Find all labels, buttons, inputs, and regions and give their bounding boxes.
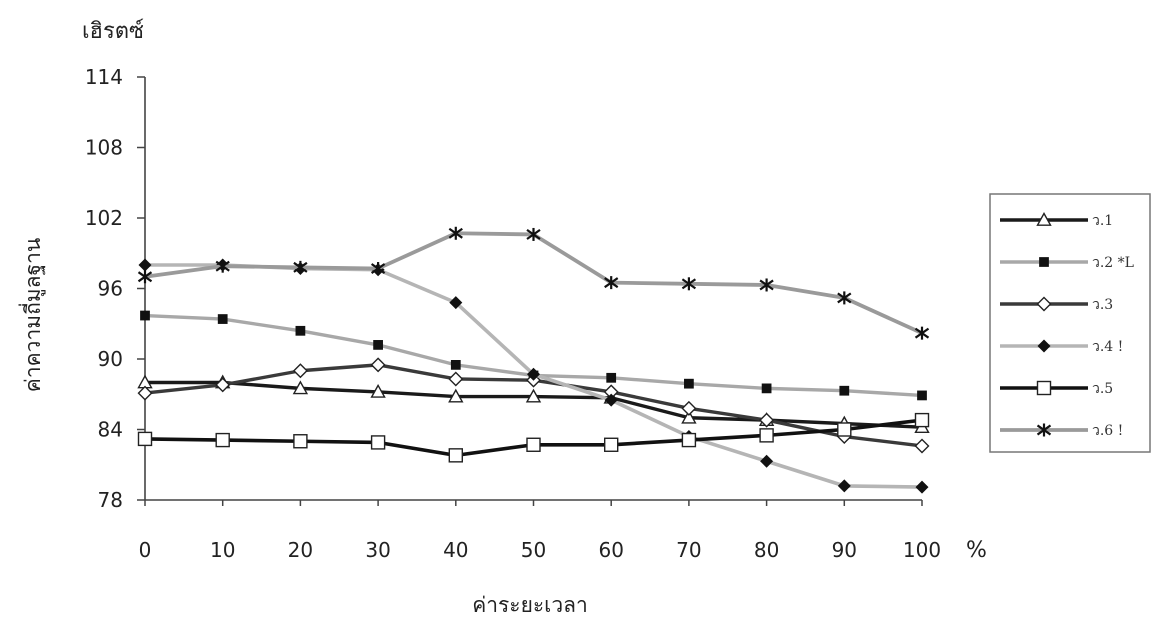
data-point (762, 384, 772, 394)
legend-label: ว.3 (1092, 297, 1113, 313)
data-point (605, 394, 618, 407)
x-tick-label: 100 (903, 538, 941, 562)
data-point (139, 259, 152, 272)
legend-label: ว.5 (1092, 381, 1113, 397)
legend-label: ว.4 ! (1092, 339, 1123, 355)
y-tick-label: 96 (98, 277, 123, 301)
y-tick-label: 90 (98, 347, 123, 371)
data-point (838, 423, 851, 436)
data-point (218, 314, 228, 324)
data-point (449, 372, 462, 385)
data-point (605, 438, 618, 451)
x-tick-label: 50 (521, 538, 546, 562)
data-point (916, 414, 929, 427)
x-tick-label: 80 (754, 538, 779, 562)
data-point (916, 481, 929, 494)
data-point (296, 326, 306, 336)
series-line (145, 233, 922, 333)
legend-marker (1039, 257, 1049, 267)
x-tick-label: 70 (676, 538, 701, 562)
y-tick-label: 102 (85, 206, 123, 230)
y-unit-label: เฮิรตซ์ (82, 19, 144, 44)
data-point (839, 386, 849, 396)
data-point (294, 364, 307, 377)
y-tick-label: 84 (98, 418, 123, 442)
data-point (917, 391, 927, 401)
y-tick-label: 78 (98, 488, 123, 512)
data-point (682, 402, 695, 415)
x-tick-label: 90 (832, 538, 857, 562)
x-axis-title: ค่าระยะเวลา (472, 593, 588, 617)
data-point (139, 432, 152, 445)
data-point (373, 340, 383, 350)
data-point (372, 436, 385, 449)
y-tick-label: 108 (85, 136, 123, 160)
axis-ticks: 78 84 90 96 102 108 114 0 10 20 30 40 50 60 70 80 90 100 (85, 65, 941, 562)
axes (145, 77, 922, 500)
data-point (216, 378, 229, 391)
data-point (760, 455, 773, 468)
legend: ว.1 ว.2 *L ว.3 ว.4 ! ว.5 ว.6 ! (990, 194, 1150, 452)
data-point (838, 479, 851, 492)
x-tick-label: 30 (365, 538, 390, 562)
data-point (140, 311, 150, 321)
series-layer (139, 227, 929, 494)
data-point (451, 360, 461, 370)
data-point (684, 379, 694, 389)
x-tick-label: 20 (288, 538, 313, 562)
data-point (682, 434, 695, 447)
legend-box (990, 194, 1150, 452)
data-point (606, 373, 616, 383)
data-point (916, 439, 929, 452)
data-point (372, 358, 385, 371)
x-tick-label: 10 (210, 538, 235, 562)
data-point (294, 435, 307, 448)
legend-marker (1038, 382, 1051, 395)
data-point (527, 438, 540, 451)
x-tick-label: 0 (139, 538, 152, 562)
data-point (760, 429, 773, 442)
data-point (216, 434, 229, 447)
x-tick-label: 40 (443, 538, 468, 562)
y-axis-title: ค่าความถี่มูลฐาน (18, 238, 46, 392)
x-tick-label: 60 (598, 538, 623, 562)
y-tick-label: 114 (85, 65, 123, 89)
data-point (139, 387, 152, 400)
x-unit-label: % (966, 538, 987, 563)
legend-label: ว.6 ! (1092, 423, 1123, 439)
legend-label: ว.1 (1092, 213, 1113, 229)
legend-label: ว.2 *L (1092, 255, 1134, 271)
data-point (449, 449, 462, 462)
